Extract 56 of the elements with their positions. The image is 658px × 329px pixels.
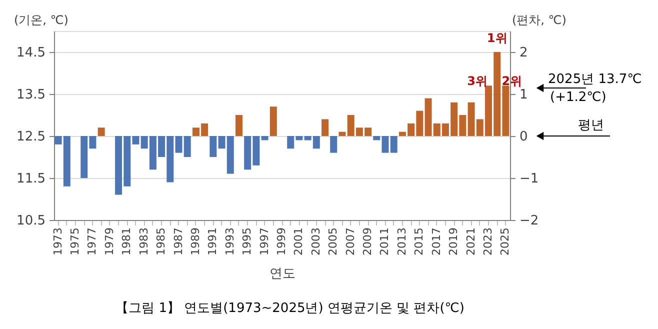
- x-tick-label: 2021: [464, 228, 478, 256]
- x-tick-label: 2011: [378, 228, 392, 256]
- x-tick-label: 1991: [206, 228, 220, 256]
- y-tick-label: 10.5: [16, 214, 46, 228]
- x-tick-label: 1977: [86, 228, 99, 256]
- y2-tick-label: 0: [520, 130, 528, 144]
- bar: [210, 136, 217, 157]
- x-tick-label: 1999: [275, 228, 288, 256]
- y-tick-label: 14.5: [16, 46, 46, 60]
- annotation: 2위: [502, 74, 522, 88]
- x-tick-label: 2013: [395, 228, 408, 256]
- x-tick-label: 2001: [292, 228, 306, 256]
- bar: [98, 128, 105, 136]
- y2-tick-label: 2: [520, 46, 528, 60]
- x-tick-label: 2015: [412, 228, 426, 256]
- x-tick-label: 2007: [344, 228, 357, 256]
- y2-tick-label: −1: [520, 172, 539, 186]
- bar: [330, 136, 338, 153]
- y2-tick-label: −2: [520, 214, 539, 228]
- y2-axis-title: (편차, ℃): [512, 13, 566, 27]
- x-tick-label: 1979: [102, 228, 116, 256]
- x-tick-label: 1987: [172, 228, 185, 256]
- x-tick-label: 1995: [240, 228, 254, 256]
- annotation: 3위: [467, 74, 488, 88]
- y-tick-label: 12.5: [16, 130, 46, 144]
- x-tick-label: 1985: [154, 228, 168, 256]
- text: 평년: [578, 118, 604, 133]
- bar: [235, 115, 242, 136]
- x-tick-label: 2005: [326, 228, 340, 256]
- x-tick-label: 1981: [120, 228, 134, 256]
- x-tick-label: 1997: [258, 228, 271, 256]
- x-tick-label: 1983: [137, 228, 150, 256]
- x-tick-label: 1973: [51, 228, 64, 256]
- x-tick-label: 2025: [498, 228, 512, 256]
- x-tick-label: 2003: [309, 228, 322, 256]
- text: (+1.2℃): [550, 90, 606, 105]
- bar: [390, 136, 398, 153]
- bar: [261, 136, 268, 140]
- x-tick-label: 1975: [68, 228, 82, 256]
- bar: [338, 132, 346, 136]
- y2-tick-label: 1: [520, 88, 528, 102]
- x-tick-label: 1993: [223, 228, 236, 256]
- x-tick-label: 2017: [430, 228, 443, 256]
- x-tick-label: 2019: [447, 228, 460, 256]
- y-axis-title: (기온, ℃): [14, 13, 68, 27]
- annotation: 1위: [486, 31, 508, 45]
- x-axis-title: 연도: [270, 266, 296, 282]
- x-tick-label: 2009: [361, 228, 374, 256]
- bar: [322, 119, 329, 136]
- text: 【그림 1】 연도별(1973~2025년) 연평균기온 및 편차(℃): [116, 301, 464, 316]
- y-tick-label: 11.5: [16, 172, 46, 186]
- x-tick-label: 1989: [188, 228, 202, 256]
- text: 2025년 13.7℃: [548, 72, 642, 87]
- bar: [270, 106, 277, 136]
- x-tick-label: 2023: [481, 228, 494, 256]
- y-tick-label: 13.5: [16, 88, 46, 102]
